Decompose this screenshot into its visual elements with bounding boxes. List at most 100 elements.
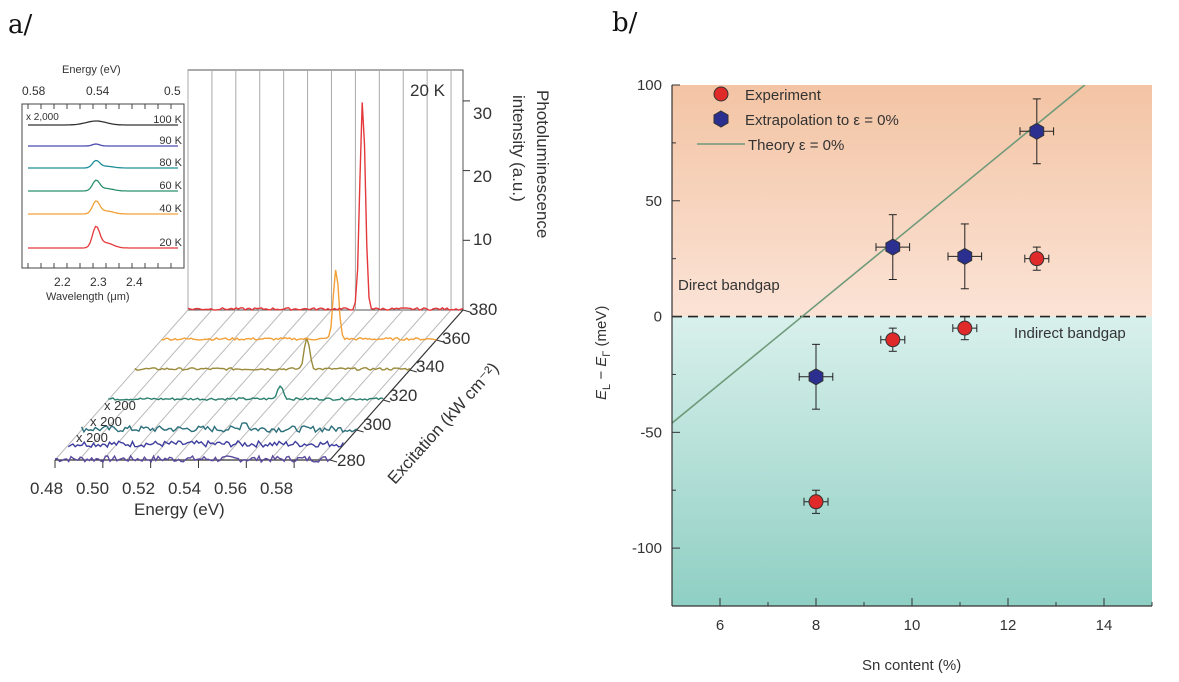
inset-trace-label: 80 K	[159, 157, 182, 169]
floor-grid-line	[317, 309, 452, 461]
y-tick-label-b: -50	[640, 424, 662, 441]
direct-bandgap-region	[672, 85, 1152, 317]
z-tick-30: 30	[473, 104, 492, 123]
x-axis-title: Energy (eV)	[134, 500, 225, 519]
indirect-bandgap-region	[672, 316, 1152, 606]
inset-trace	[28, 200, 178, 215]
excitation-tick	[383, 399, 391, 403]
legend-theory-label: Theory ε = 0%	[748, 137, 844, 154]
legend-experiment-label: Experiment	[745, 87, 822, 104]
trace-340	[134, 337, 411, 372]
y-axis-title: Excitation (kW cm⁻²)	[384, 359, 503, 488]
z-axis-title-line1: Photoluminescence	[533, 90, 552, 238]
legend-extrapolation-label: Extrapolation to ε = 0%	[745, 112, 899, 129]
experiment-point	[952, 316, 978, 341]
floor-grid-line	[150, 309, 285, 461]
x-tick-058: 0.58	[260, 479, 293, 498]
floor-grid-line	[54, 309, 189, 461]
x-tick-048: 0.48	[30, 479, 63, 498]
y-tick-360: 360	[442, 329, 470, 348]
direct-bandgap-label: Direct bandgap	[678, 277, 780, 294]
inset-trace-label: 90 K	[159, 135, 182, 147]
inset-trace-label: 20 K	[159, 237, 182, 249]
experiment-marker	[1029, 251, 1045, 267]
floor-grid-line	[293, 309, 428, 461]
inset-trace-label: 100 K	[153, 114, 182, 126]
inset-multiplier-label: x 2,000	[26, 112, 59, 123]
panel-label-a: a/	[8, 10, 33, 40]
excitation-tick	[462, 309, 471, 313]
legend-experiment-marker	[713, 86, 729, 102]
back-wall	[187, 69, 470, 311]
y-tick-label-b: 0	[654, 309, 662, 326]
y-tick-label-b: -100	[632, 540, 662, 557]
inset-top-tick-054: 0.54	[86, 84, 110, 98]
trace-380	[187, 102, 464, 312]
panel-label-b: b/	[612, 8, 638, 38]
floor-grid-line	[78, 309, 213, 461]
waterfall-chart: 20 K 30 20 10 Photoluminescence intensit…	[21, 64, 552, 519]
inset-traces	[28, 120, 178, 249]
y-tick-320: 320	[389, 386, 417, 405]
x-tick-label-b: 8	[812, 617, 820, 634]
x-tick-052: 0.52	[122, 479, 155, 498]
extrapolation-point	[875, 214, 911, 281]
x-tick-label-b: 12	[1000, 617, 1017, 634]
excitation-tick	[409, 369, 417, 373]
floor-grid-line	[269, 309, 404, 461]
floor-grid	[54, 309, 471, 468]
excitation-tick	[329, 459, 338, 463]
x-tick-050: 0.50	[76, 479, 109, 498]
trace-290	[67, 439, 344, 449]
legend-extrapolation-marker	[713, 110, 729, 128]
y-axis-title-sub2: Γ	[601, 351, 613, 357]
waterfall-traces	[54, 102, 464, 464]
extrapolation-point	[947, 223, 983, 290]
y-axis-title-sub1: L	[601, 384, 613, 390]
inset-temperature-labels: 100 K 90 K 80 K 60 K 40 K 20 K	[153, 114, 182, 249]
x-axis-title-b: Sn content (%)	[862, 657, 961, 674]
extrapolation-marker	[808, 368, 824, 386]
experiment-marker	[957, 320, 973, 336]
floor-grid-line	[245, 309, 380, 461]
inset-bottom-tick-22: 2.2	[54, 275, 71, 289]
theory-line	[672, 85, 1086, 424]
inset-top-tick-05: 0.5	[164, 84, 181, 98]
inset-trace	[28, 143, 178, 147]
floor-grid-line	[174, 309, 308, 461]
multiplier-label-280: x 200	[76, 430, 108, 445]
y-tick-280: 280	[337, 451, 365, 470]
back-wall-frame	[187, 69, 464, 311]
y-tick-340: 340	[416, 357, 444, 376]
inset-trace	[28, 159, 178, 169]
excitation-tick	[356, 429, 364, 433]
experiment-point	[1024, 246, 1050, 271]
inset-top-tick-058: 0.58	[22, 84, 46, 98]
inset-trace	[28, 179, 178, 192]
experiment-marker	[808, 494, 824, 510]
y-tick-380: 380	[469, 300, 497, 319]
extrapolation-point	[1019, 98, 1055, 165]
floor-grid-line	[126, 309, 261, 461]
depth-axis	[329, 309, 464, 461]
x-tick-label-b: 10	[904, 617, 921, 634]
inset-top-axis-title: Energy (eV)	[62, 64, 121, 76]
y-tick-label-b: 100	[637, 77, 662, 94]
indirect-bandgap-label: Indirect bandgap	[1014, 325, 1126, 342]
experiment-point	[880, 327, 906, 352]
inset-bottom-axis-title: Wavelength (μm)	[46, 291, 130, 303]
inset-trace	[28, 120, 178, 126]
x-tick-label-b: 14	[1096, 617, 1113, 634]
floor-grid-line	[198, 309, 332, 461]
extrapolation-marker	[1029, 122, 1045, 140]
trace-360	[161, 269, 437, 342]
multiplier-label-290: x 200	[90, 414, 122, 429]
inset-trace-label: 40 K	[159, 203, 182, 215]
z-axis-title-line2: intensity (a.u.)	[509, 95, 528, 202]
floor-grid-line	[102, 309, 237, 461]
x-tick-054: 0.54	[168, 479, 201, 498]
trace-280	[54, 454, 331, 464]
trace-320	[108, 384, 384, 401]
inset-chart: Energy (eV) 0.58 0.54 0.5 2.2 2.3 2.4 Wa…	[21, 64, 185, 303]
z-tick-10: 10	[473, 230, 492, 249]
